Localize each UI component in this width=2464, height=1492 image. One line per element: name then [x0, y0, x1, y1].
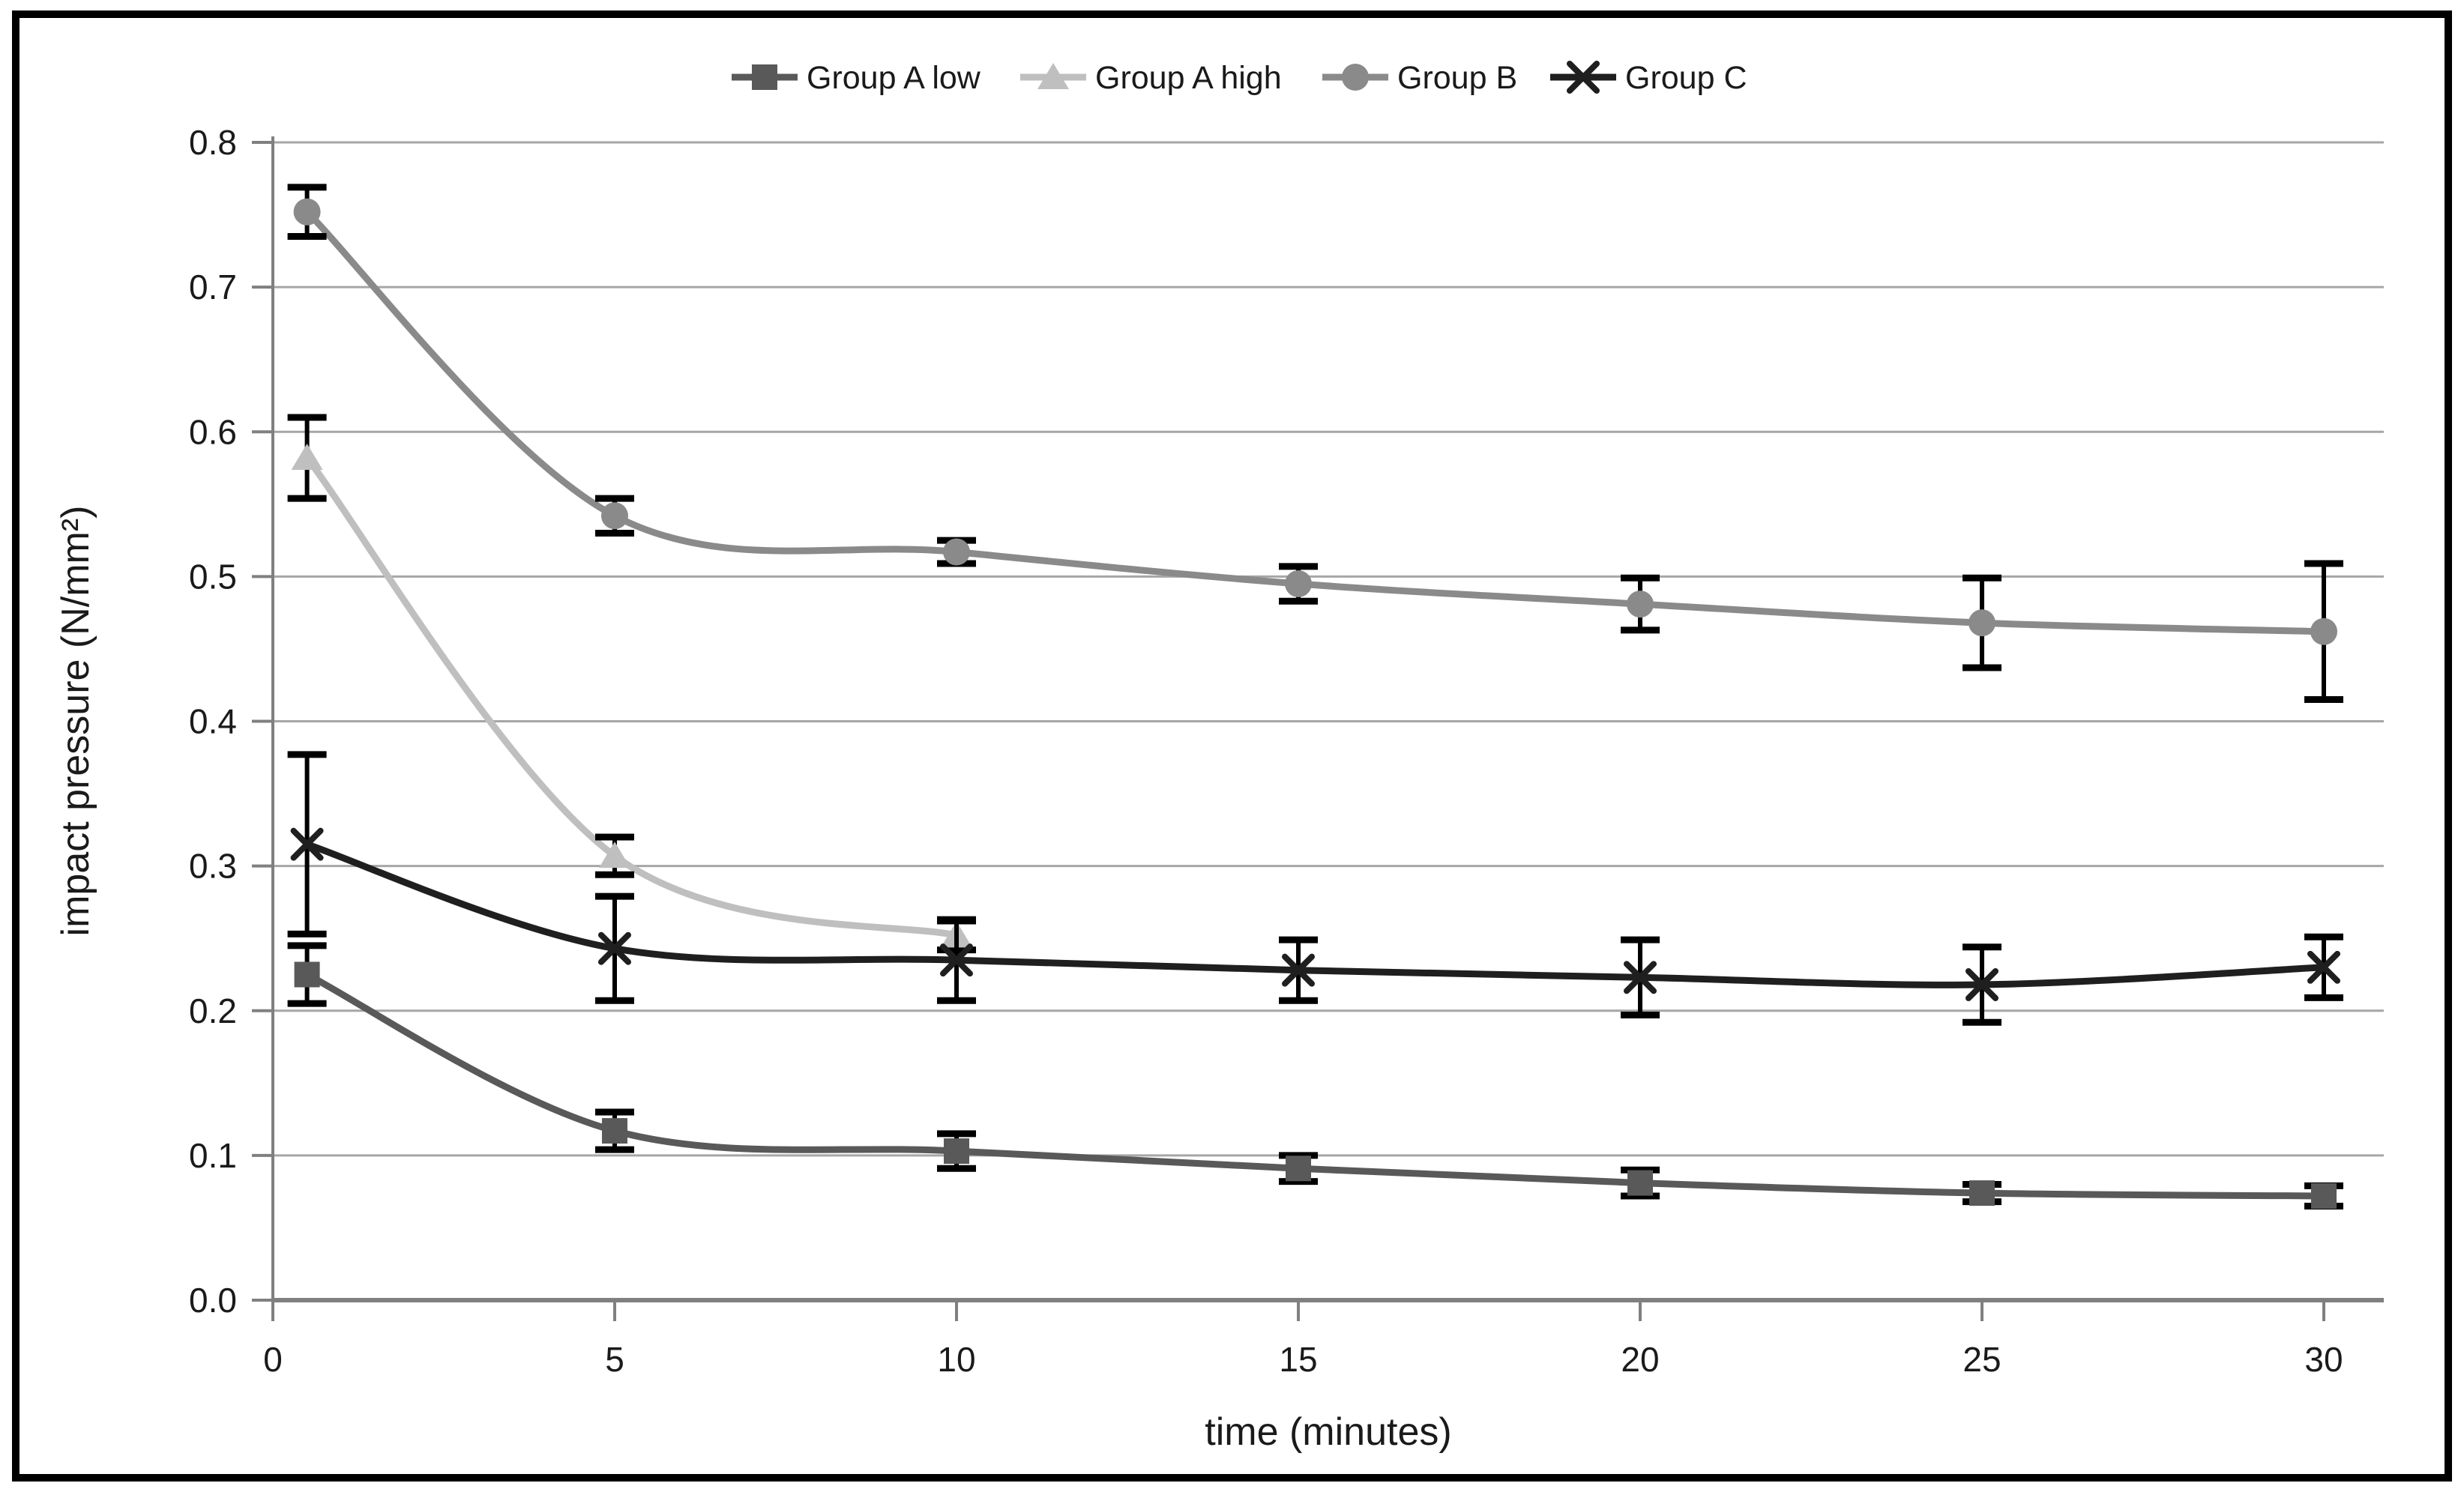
- x-tick-label: 10: [937, 1340, 975, 1379]
- y-tick-label: 0.3: [189, 847, 237, 886]
- x-tick-label: 30: [2304, 1340, 2343, 1379]
- marker-group-c: [940, 943, 973, 977]
- x-tick-label: 5: [605, 1340, 624, 1379]
- tick-labels-layer: 0.0 0.1 0.2 0.3 0.4 0.5 0.6 0.7 0.8 0 5 10 15 20 25 30: [189, 123, 2343, 1379]
- x-tick-label: 15: [1279, 1340, 1317, 1379]
- marker-group-a-high: [599, 842, 630, 869]
- marker-group-a-low: [602, 1118, 627, 1144]
- x-marker-stroke: [290, 827, 324, 861]
- marker-group-c: [2307, 950, 2340, 984]
- x-tick-label: 20: [1621, 1340, 1659, 1379]
- marker-group-a-high: [291, 444, 323, 471]
- legend-item-group-b: Group B: [1322, 60, 1517, 96]
- legend-label-group-c: Group C: [1625, 60, 1747, 96]
- y-tick-label: 0.6: [189, 412, 237, 451]
- y-tick-label: 0.8: [189, 123, 237, 162]
- y-tick-label: 0.1: [189, 1136, 237, 1175]
- x-marker-stroke: [1282, 953, 1315, 987]
- chart-outer-frame: [12, 10, 2452, 1482]
- legend-label-group-a-low: Group A low: [807, 60, 981, 96]
- marker-group-a-low: [1286, 1156, 1311, 1182]
- x-tick-label: 25: [1963, 1340, 2001, 1379]
- legend-label-group-a-high: Group A high: [1095, 60, 1282, 96]
- marker-group-b: [2310, 617, 2337, 645]
- legend-item-group-a-low: Group A low: [732, 60, 981, 96]
- legend-item-group-c: Group C: [1550, 60, 1747, 96]
- axes-layer: [252, 136, 2384, 1321]
- marker-group-c: [1282, 953, 1315, 987]
- marker-group-b: [943, 538, 970, 566]
- series-group-c: [287, 751, 2343, 1026]
- legend-item-group-a-high: Group A high: [1020, 60, 1282, 96]
- legend: Group A low Group A high Group B Group C: [732, 60, 1747, 96]
- legend-marker-group-b: [1342, 64, 1369, 91]
- marker-group-c: [1966, 967, 1998, 1001]
- legend-label-group-b: Group B: [1397, 60, 1517, 96]
- marker-group-b: [601, 502, 628, 530]
- marker-group-a-low: [294, 961, 320, 988]
- marker-group-a-low: [944, 1138, 969, 1165]
- legend-marker-group-a-high: [1037, 63, 1069, 89]
- marker-group-b: [1969, 609, 1995, 637]
- marker-group-c: [290, 827, 324, 861]
- marker-group-a-low: [1969, 1180, 1995, 1206]
- y-tick-label: 0.0: [189, 1281, 237, 1320]
- marker-group-c: [598, 931, 631, 965]
- x-marker-stroke: [1624, 961, 1657, 994]
- x-marker-stroke: [2307, 950, 2340, 984]
- marker-group-b: [1285, 570, 1312, 598]
- x-tick-label: 0: [263, 1340, 283, 1379]
- series-group-b: [287, 184, 2343, 704]
- y-axis-title: impact pressure (N/mm²): [54, 506, 97, 937]
- x-marker-stroke: [940, 943, 973, 977]
- x-marker-stroke: [598, 931, 631, 965]
- legend-marker-group-c: [1567, 61, 1600, 94]
- x-marker-stroke: [1966, 967, 1998, 1001]
- y-tick-label: 0.7: [189, 268, 237, 306]
- x-marker-stroke: [1567, 61, 1600, 94]
- series-layer: [287, 184, 2343, 1209]
- y-tick-label: 0.2: [189, 991, 237, 1030]
- marker-group-b: [1627, 591, 1654, 618]
- series-group-a-low: [287, 942, 2343, 1209]
- legend-marker-group-a-low: [752, 64, 777, 90]
- marker-group-c: [1624, 961, 1657, 994]
- x-axis-title: time (minutes): [1205, 1410, 1451, 1454]
- series-line-group-a-high: [304, 454, 960, 939]
- y-tick-label: 0.4: [189, 702, 237, 741]
- y-tick-label: 0.5: [189, 557, 237, 596]
- marker-group-a-low: [2311, 1183, 2337, 1209]
- marker-group-a-low: [1627, 1170, 1653, 1196]
- marker-group-b: [293, 198, 321, 226]
